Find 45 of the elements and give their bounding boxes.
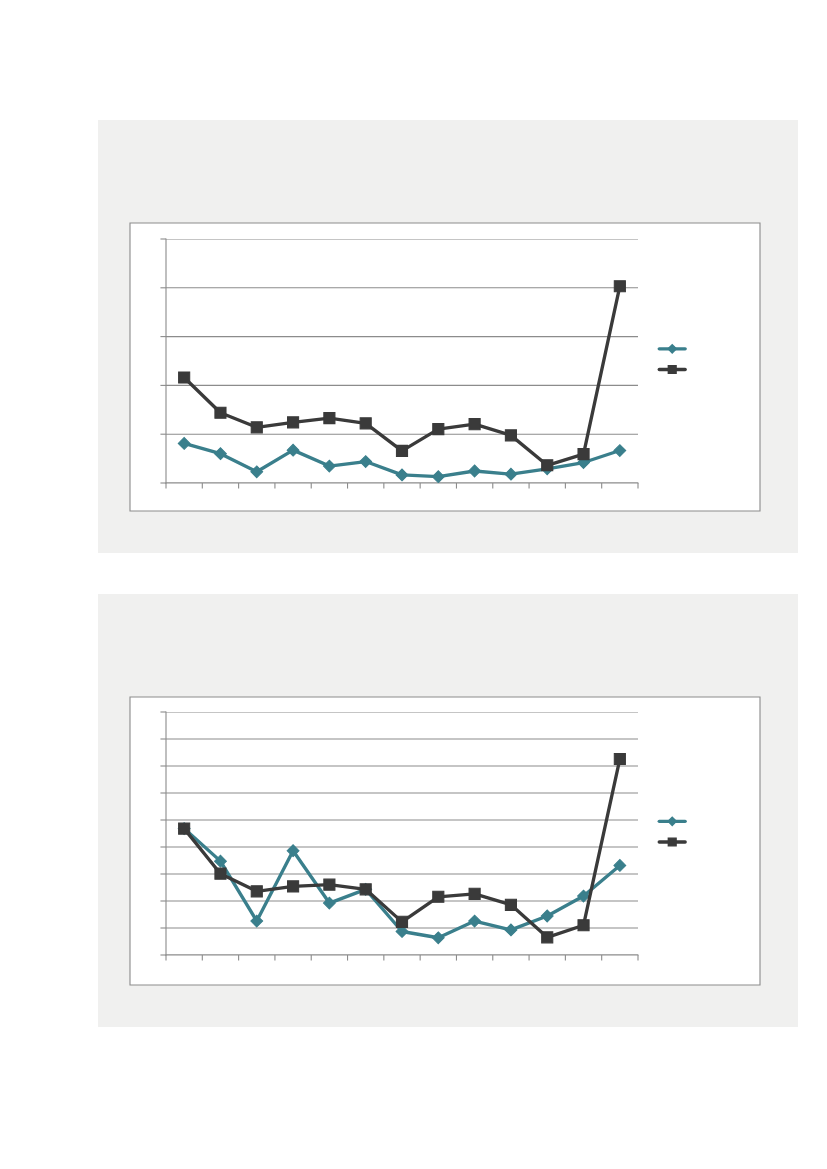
- point: [177, 437, 191, 450]
- point: [359, 417, 372, 430]
- point: [504, 467, 518, 481]
- point: [359, 455, 373, 468]
- point: [287, 416, 300, 429]
- point: [504, 898, 517, 911]
- point: [577, 448, 590, 461]
- point: [613, 752, 626, 766]
- point: [322, 459, 336, 473]
- point: [577, 889, 590, 903]
- point: [214, 447, 227, 461]
- point: [287, 880, 300, 893]
- point: [540, 909, 554, 923]
- point: [468, 914, 482, 928]
- point: [214, 867, 227, 880]
- point: [286, 844, 300, 858]
- point: [178, 371, 191, 384]
- point: [323, 878, 336, 891]
- point: [431, 470, 445, 483]
- point: [432, 423, 445, 436]
- point: [286, 443, 300, 457]
- point: [395, 915, 409, 928]
- point: [431, 931, 445, 945]
- point: [395, 468, 409, 482]
- point: [613, 444, 627, 457]
- point: [613, 859, 627, 872]
- point: [468, 418, 481, 431]
- point: [468, 887, 481, 900]
- point: [468, 464, 482, 478]
- point: [250, 465, 264, 479]
- point: [541, 459, 554, 472]
- point: [395, 444, 409, 457]
- point: [577, 919, 590, 932]
- point: [613, 280, 626, 293]
- point: [214, 854, 227, 868]
- point: [322, 896, 336, 910]
- point: [250, 914, 264, 928]
- point: [432, 890, 445, 903]
- point: [504, 923, 518, 937]
- point: [250, 421, 263, 434]
- point: [504, 429, 517, 442]
- point: [214, 406, 227, 419]
- point: [323, 411, 336, 425]
- point: [250, 885, 263, 898]
- point: [541, 931, 554, 944]
